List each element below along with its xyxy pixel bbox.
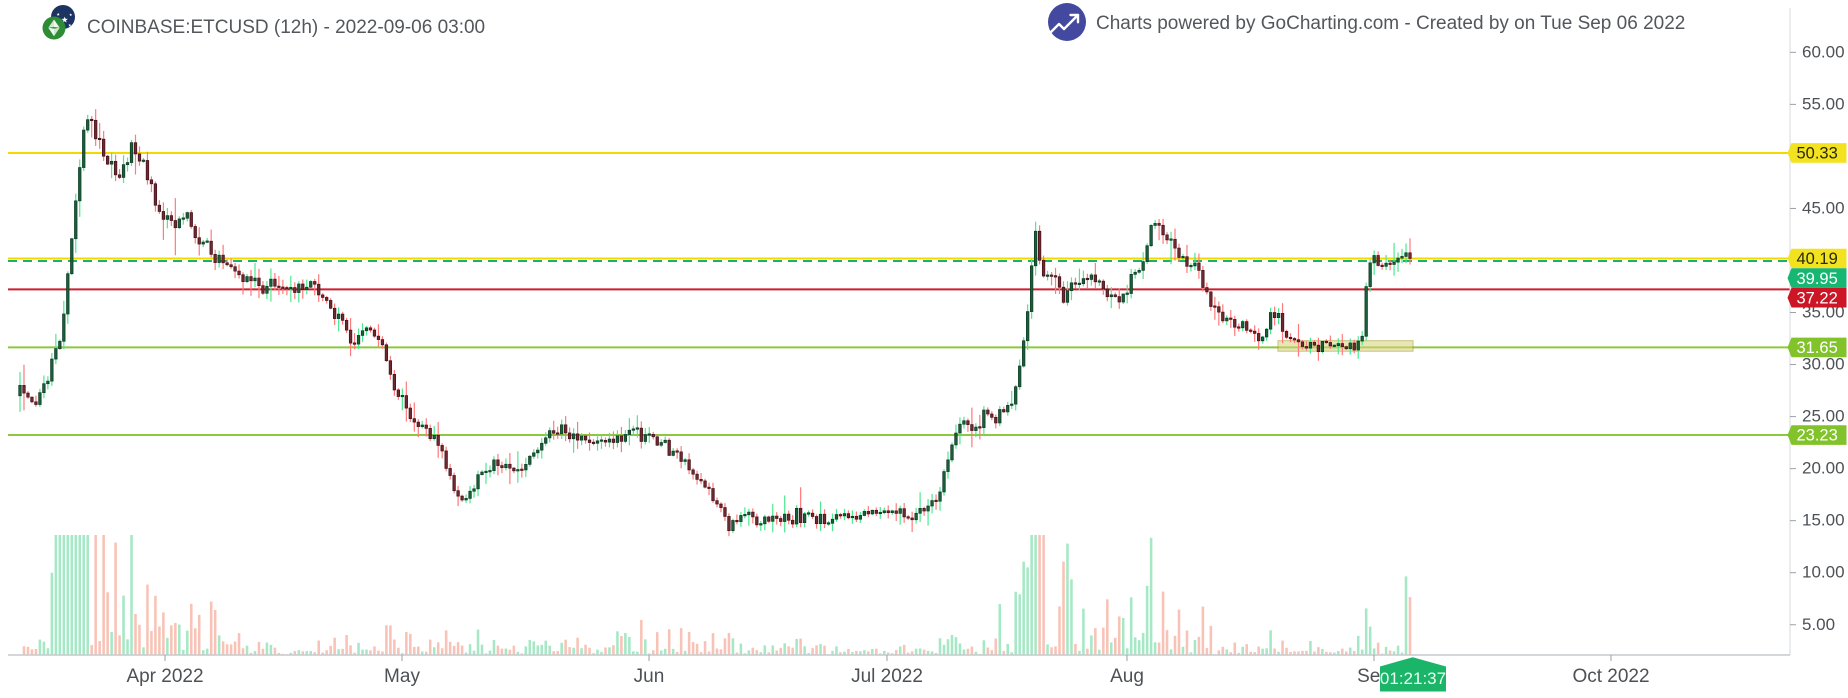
svg-text:55.00: 55.00 — [1802, 94, 1845, 113]
svg-text:01:21:37: 01:21:37 — [1380, 669, 1446, 688]
svg-text:60.00: 60.00 — [1802, 42, 1845, 61]
svg-text:50.33: 50.33 — [1797, 145, 1838, 163]
svg-text:23.23: 23.23 — [1797, 427, 1838, 445]
svg-text:Jun: Jun — [634, 666, 665, 687]
svg-text:Aug: Aug — [1110, 666, 1144, 687]
svg-text:Charts powered by GoCharting.c: Charts powered by GoCharting.com - Creat… — [1096, 13, 1685, 34]
svg-text:40.19: 40.19 — [1797, 250, 1838, 268]
svg-text:Oct 2022: Oct 2022 — [1572, 666, 1649, 687]
svg-text:20.00: 20.00 — [1802, 459, 1845, 478]
svg-text:Jul 2022: Jul 2022 — [851, 666, 923, 687]
svg-text:5.00: 5.00 — [1802, 615, 1835, 634]
svg-text:31.65: 31.65 — [1797, 339, 1838, 357]
svg-text:25.00: 25.00 — [1802, 407, 1845, 426]
svg-text:37.22: 37.22 — [1797, 289, 1838, 307]
svg-text:39.95: 39.95 — [1797, 270, 1838, 288]
svg-text:30.00: 30.00 — [1802, 355, 1845, 374]
svg-text:May: May — [384, 666, 420, 687]
svg-text:COINBASE:ETCUSD (12h) - 2022-0: COINBASE:ETCUSD (12h) - 2022-09-06 03:00 — [87, 17, 485, 38]
svg-text:Apr 2022: Apr 2022 — [126, 666, 203, 687]
svg-text:45.00: 45.00 — [1802, 198, 1845, 217]
svg-text:10.00: 10.00 — [1802, 563, 1845, 582]
svg-text:15.00: 15.00 — [1802, 511, 1845, 530]
